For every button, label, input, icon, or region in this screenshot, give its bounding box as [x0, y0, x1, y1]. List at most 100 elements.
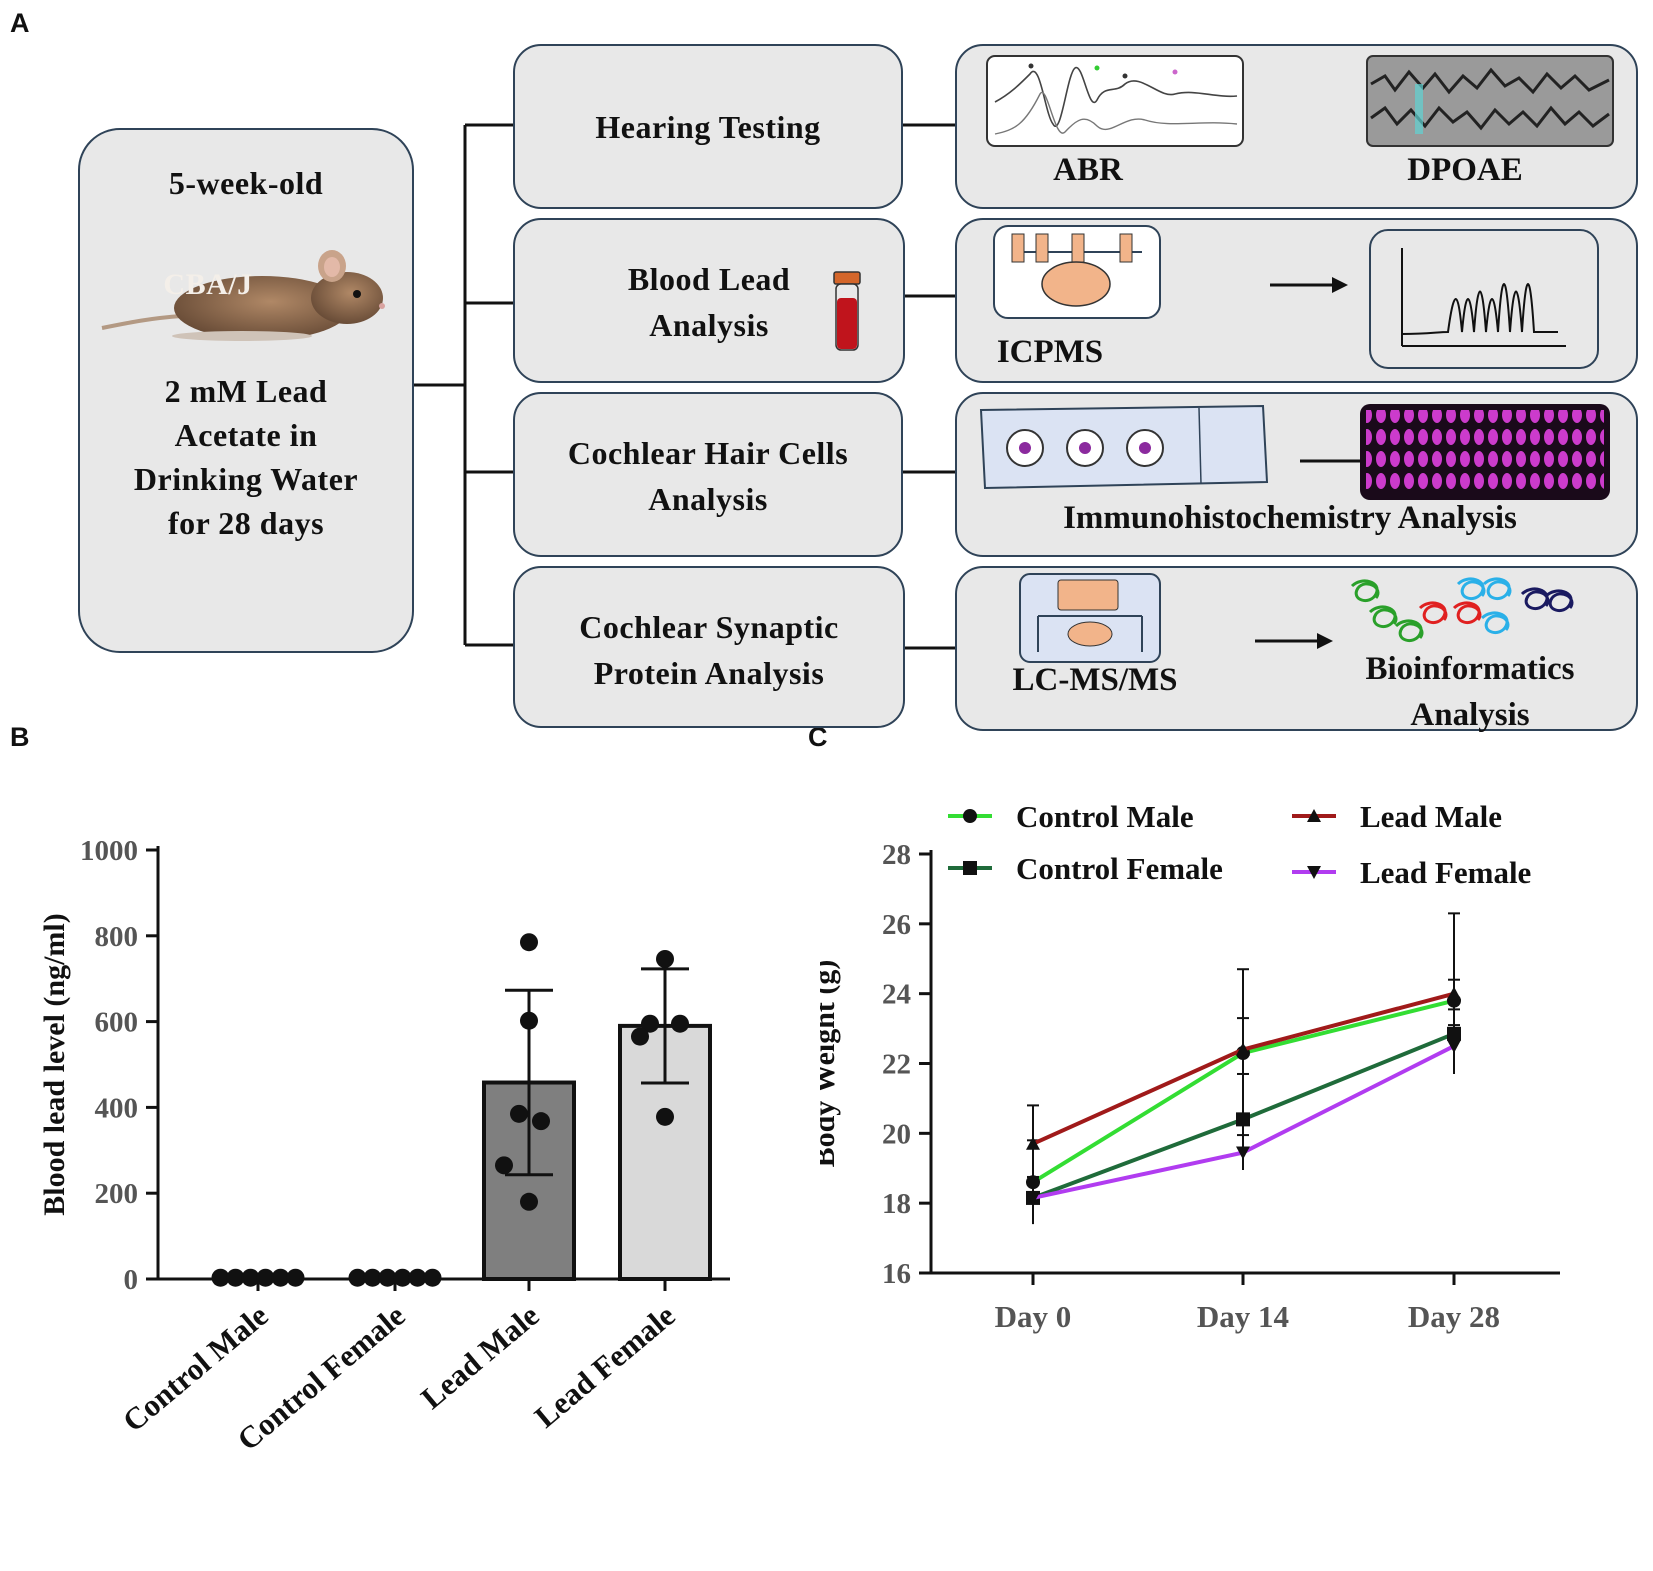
data-point	[211, 1268, 230, 1287]
strain-label: CBA/J	[163, 268, 253, 301]
y-tick-label: 20	[882, 1118, 911, 1150]
hair-cells-label-1: Cochlear Hair Cells	[567, 435, 849, 471]
data-point	[1447, 986, 1461, 1000]
hearing-testing-box	[513, 44, 903, 209]
data-point	[348, 1268, 367, 1287]
data-point	[271, 1268, 290, 1287]
x-tick-label: Lead Female	[528, 1298, 682, 1435]
data-point	[226, 1268, 245, 1287]
legend-item: Control Male	[948, 799, 1194, 834]
icpms-instrument-icon	[993, 225, 1161, 319]
synaptic-protein-label-1: Cochlear Synaptic	[579, 609, 839, 645]
data-point	[286, 1268, 305, 1287]
lc-ms-label: LC-MS/MS	[1012, 662, 1178, 698]
treatment-line-1: 2 mM Lead	[164, 373, 328, 409]
legend-label: Lead Male	[1360, 799, 1502, 834]
data-point	[520, 1192, 538, 1211]
y-tick-label: 18	[882, 1188, 911, 1220]
data-point	[1447, 1040, 1461, 1054]
hearing-testing-label: Hearing Testing	[595, 109, 821, 145]
data-point	[532, 1112, 550, 1131]
series-lead-female	[1026, 1024, 1461, 1219]
blood-tube-icon	[833, 271, 861, 351]
data-point	[963, 861, 977, 875]
synaptic-protein-box	[513, 566, 905, 728]
panel-label-c: C	[808, 722, 828, 752]
data-point	[363, 1268, 382, 1287]
y-tick-label: 1000	[80, 835, 138, 867]
data-point	[408, 1268, 427, 1287]
legend-item: Lead Male	[1292, 799, 1502, 834]
blood-lead-label-2: Analysis	[649, 307, 769, 343]
synaptic-protein-label-2: Protein Analysis	[593, 655, 825, 691]
bioinformatics-label-2: Analysis	[1410, 697, 1530, 733]
y-tick-label: 600	[95, 1007, 139, 1039]
arrow-icon	[1255, 633, 1333, 649]
blood-lead-label-1: Blood Lead	[627, 261, 791, 297]
y-tick-label: 28	[882, 839, 911, 871]
y-axis-title: Blood lead level (ng/ml)	[38, 913, 71, 1216]
data-point	[963, 809, 977, 823]
y-tick-label: 22	[882, 1049, 911, 1081]
x-tick-label: Day 28	[1408, 1299, 1500, 1334]
flow-connectors	[392, 123, 955, 650]
x-tick-label: Day 0	[995, 1299, 1072, 1334]
y-tick-label: 400	[95, 1092, 139, 1124]
data-point	[656, 1107, 674, 1126]
treatment-box	[78, 128, 414, 653]
protein-structures-image	[1350, 577, 1574, 643]
hair-cells-box	[513, 392, 903, 557]
bioinformatics-label-1: Bioinformatics	[1365, 651, 1575, 687]
mass-spectrum-icon	[1369, 229, 1599, 369]
data-point	[1026, 1191, 1040, 1205]
data-point	[378, 1268, 397, 1287]
legend-item: Control Female	[948, 851, 1223, 886]
mouse-image	[101, 250, 385, 341]
x-tick-label: Day 14	[1197, 1299, 1289, 1334]
x-tick-label: Lead Male	[414, 1298, 545, 1416]
y-axis-title: Body Weight (g)	[820, 960, 841, 1168]
data-point	[641, 1014, 659, 1033]
data-point	[520, 933, 538, 952]
treatment-line-2: Acetate in	[174, 417, 318, 453]
abr-label: ABR	[1053, 152, 1123, 188]
treatment-line-4: for 28 days	[167, 505, 325, 541]
abr-waveform-icon	[986, 55, 1244, 147]
data-point	[1236, 1042, 1250, 1056]
data-point	[1307, 809, 1321, 822]
data-point	[510, 1104, 528, 1123]
y-tick-label: 16	[882, 1258, 911, 1290]
panel-label-a: A	[10, 8, 30, 38]
data-point	[393, 1268, 412, 1287]
body-weight-line-chart: 16 18 20 22 24 26 28 Body Weight (g) Day 0 Day 14…	[820, 799, 1560, 1334]
data-point	[423, 1268, 442, 1287]
y-tick-label: 200	[95, 1178, 139, 1210]
data-point	[1307, 866, 1321, 879]
y-tick-label: 0	[124, 1264, 139, 1296]
data-point	[671, 1014, 689, 1033]
data-point	[241, 1268, 260, 1287]
icpms-label: ICPMS	[996, 334, 1104, 370]
data-point	[1236, 1146, 1250, 1160]
data-point	[656, 949, 674, 968]
data-point	[256, 1268, 275, 1287]
data-point	[1026, 1136, 1040, 1150]
dpoae-signal-icon	[1366, 55, 1614, 147]
legend-label: Control Male	[1016, 799, 1194, 834]
dpoae-label: DPOAE	[1407, 152, 1523, 188]
y-tick-label: 26	[882, 909, 911, 941]
data-point	[520, 1011, 538, 1030]
microscope-slide-icon	[979, 404, 1269, 490]
arrow-icon	[1270, 277, 1348, 293]
series-lead-male	[1026, 912, 1461, 1183]
blood-lead-bar-chart: 0 200 400 600 800 1000 Blood lead level (ng/ml…	[38, 835, 730, 1457]
legend-item: Lead Female	[1292, 855, 1531, 890]
legend-label: Lead Female	[1360, 855, 1531, 890]
legend-label: Control Female	[1016, 851, 1223, 886]
panel-label-b: B	[10, 722, 30, 752]
stained-hair-cells-image	[1360, 404, 1610, 500]
y-tick-label: 24	[882, 979, 911, 1011]
age-label: 5-week-old	[168, 165, 324, 201]
lc-ms-instrument-icon	[1019, 573, 1161, 663]
hair-cells-label-2: Analysis	[648, 481, 768, 517]
